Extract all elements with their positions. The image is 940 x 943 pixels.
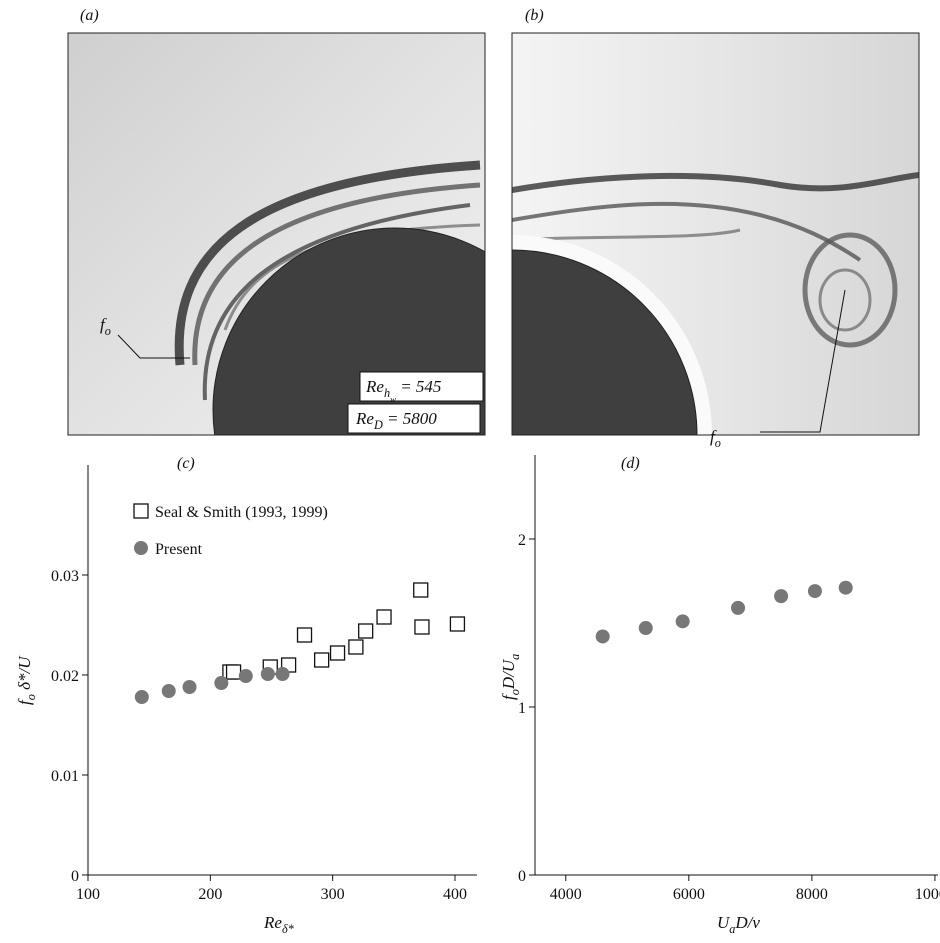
label-part: = 5800 — [383, 409, 437, 428]
label-part: o — [24, 694, 38, 700]
label-part: f — [499, 693, 518, 700]
y-tick-label: 0.01 — [51, 768, 79, 785]
label-part: o — [508, 689, 522, 695]
marker-circle — [134, 690, 149, 704]
panel-label: (a) — [80, 7, 99, 24]
rich-label: ReD = 5800 — [355, 409, 437, 432]
label-part: D/U — [499, 658, 518, 690]
rich-label: fo — [710, 427, 721, 450]
label-part: δ* — [282, 922, 295, 936]
panel-label: (b) — [525, 7, 544, 24]
y-tick-label: 2 — [518, 532, 526, 549]
marker-square — [358, 623, 374, 639]
x-tick-label: 4000 — [550, 886, 582, 903]
marker-circle — [638, 621, 653, 636]
label-part: f — [710, 427, 717, 446]
label-part: D/ν — [734, 913, 760, 932]
panel-label: (d) — [621, 455, 640, 472]
marker-circle — [214, 676, 229, 690]
x-tick-label: 8000 — [796, 886, 828, 903]
marker-square — [348, 639, 364, 655]
label-part: a — [508, 654, 522, 660]
marker-circle — [731, 600, 746, 615]
rich-label: Rehw = 545 — [365, 377, 441, 404]
x-tick-label: 400 — [443, 886, 467, 903]
marker-circle — [838, 580, 853, 595]
rich-label: fo — [100, 315, 111, 338]
x-tick-label: 10000 — [915, 886, 940, 903]
panel-label: (c) — [177, 455, 195, 472]
y-tick-label: 0 — [518, 868, 526, 885]
y-tick-label: 0.02 — [51, 668, 79, 685]
photo-b — [512, 33, 919, 435]
label-part: Re — [365, 377, 384, 396]
label-part: w — [390, 394, 396, 404]
photo-frame — [67, 32, 486, 436]
label-part: f — [15, 698, 34, 705]
marker-circle — [260, 667, 275, 681]
label-part: o — [715, 436, 721, 450]
rich-label: UaD/ν — [717, 913, 760, 936]
marker-circle — [275, 667, 290, 681]
annotation-box — [359, 371, 484, 402]
rich-label: Reδ* — [263, 913, 295, 936]
label-part: U — [717, 913, 731, 932]
y-label-group: foD/Ua — [499, 654, 522, 700]
label-part: o — [105, 324, 111, 338]
legend-label: Seal & Smith (1993, 1999) — [155, 504, 328, 521]
legend-label: Present — [155, 541, 203, 558]
label-part: h — [384, 386, 390, 400]
label-part: a — [729, 922, 735, 936]
marker-circle — [134, 541, 148, 555]
marker-circle — [238, 669, 253, 683]
y-label-group: fo δ*/U — [15, 655, 38, 705]
marker-circle — [774, 589, 789, 604]
marker-circle — [675, 614, 690, 629]
label-part: δ*/U — [15, 655, 34, 694]
y-tick-label: 0.03 — [51, 568, 79, 585]
marker-square — [329, 645, 346, 661]
marker-square — [296, 627, 313, 643]
marker-circle — [807, 584, 822, 599]
y-tick-label: 1 — [518, 700, 526, 717]
label-part: D — [373, 418, 383, 432]
label-part: Re — [355, 409, 374, 428]
y-tick-label: 0 — [71, 868, 79, 885]
annotation-box — [347, 403, 481, 434]
y-label: foD/Ua — [499, 654, 522, 700]
leader-line — [760, 289, 846, 433]
label-part: f — [100, 315, 107, 334]
marker-circle — [161, 684, 176, 698]
marker-square — [376, 609, 392, 625]
marker-circle — [595, 629, 610, 644]
marker-square — [449, 616, 466, 632]
marker-circle — [182, 680, 197, 694]
y-label: fo δ*/U — [15, 655, 38, 705]
marker-square — [414, 619, 430, 635]
x-tick-label: 6000 — [673, 886, 705, 903]
marker-square — [313, 652, 330, 668]
marker-square — [133, 503, 149, 519]
x-tick-label: 200 — [198, 886, 222, 903]
marker-square — [413, 582, 429, 598]
photo-frame — [511, 32, 920, 436]
x-tick-label: 100 — [76, 886, 100, 903]
x-tick-label: 300 — [321, 886, 345, 903]
label-part: = 545 — [396, 377, 441, 396]
label-part: Re — [263, 913, 282, 932]
leader-line — [117, 334, 190, 359]
marker-square — [225, 664, 242, 680]
